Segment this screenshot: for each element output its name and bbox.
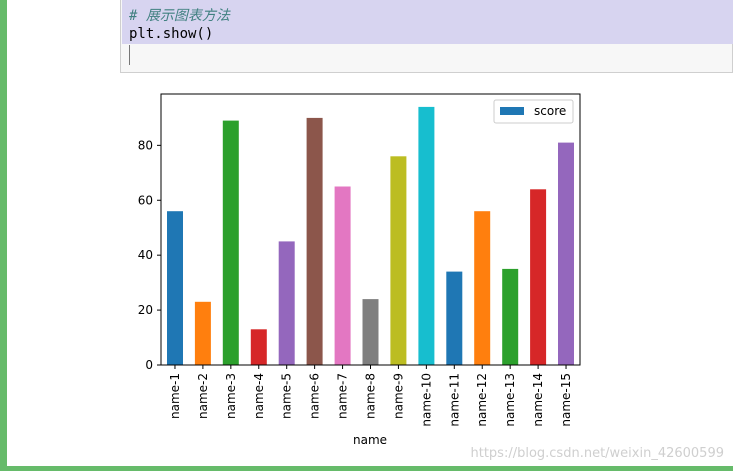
code-comment[interactable]: # 展示图表方法 bbox=[129, 8, 230, 24]
code-statement[interactable]: plt.show() bbox=[129, 26, 214, 42]
x-tick-label-name-10: name-10 bbox=[419, 373, 433, 427]
y-tick-label: 20 bbox=[138, 303, 153, 317]
bar-name-4 bbox=[250, 329, 267, 365]
selected-code-highlight bbox=[122, 0, 733, 44]
bar-name-11 bbox=[446, 271, 463, 365]
bar-name-6 bbox=[306, 117, 323, 366]
x-tick-label-name-1: name-1 bbox=[168, 373, 182, 419]
y-tick-label: 0 bbox=[145, 358, 153, 372]
bar-name-2 bbox=[194, 301, 211, 365]
x-tick-label-name-13: name-13 bbox=[503, 373, 517, 427]
y-tick-label: 40 bbox=[138, 248, 153, 262]
x-tick-label-name-14: name-14 bbox=[531, 373, 545, 427]
bar-name-3 bbox=[222, 120, 239, 365]
code-cell[interactable]: # 展示图表方法 plt.show() bbox=[120, 0, 733, 73]
x-tick-label-name-8: name-8 bbox=[364, 373, 378, 419]
bar-name-8 bbox=[362, 299, 379, 365]
legend-swatch bbox=[500, 107, 524, 115]
cell-bottom-border bbox=[0, 466, 733, 471]
x-tick-label-name-2: name-2 bbox=[196, 373, 210, 419]
bar-name-7 bbox=[334, 186, 351, 365]
y-tick-label: 60 bbox=[138, 193, 153, 207]
y-tick-label: 80 bbox=[138, 138, 153, 152]
bar-name-1 bbox=[167, 211, 183, 365]
bar-name-5 bbox=[278, 241, 295, 365]
x-tick-label-name-6: name-6 bbox=[308, 373, 322, 419]
cell-selected-indicator bbox=[0, 0, 7, 471]
x-tick-label-name-9: name-9 bbox=[391, 373, 405, 419]
bar-name-15 bbox=[558, 142, 574, 365]
legend: score bbox=[493, 99, 574, 124]
text-cursor bbox=[129, 45, 130, 65]
x-tick-label-name-7: name-7 bbox=[336, 373, 350, 419]
x-tick-label-name-12: name-12 bbox=[475, 373, 489, 427]
x-axis-label: name bbox=[353, 433, 387, 447]
bar-name-10 bbox=[418, 106, 435, 366]
x-tick-label-name-5: name-5 bbox=[280, 373, 294, 419]
bar-name-9 bbox=[390, 156, 407, 365]
bar-name-12 bbox=[474, 211, 491, 365]
x-tick-label-name-15: name-15 bbox=[559, 373, 573, 427]
bar-name-13 bbox=[502, 268, 519, 365]
legend-label: score bbox=[534, 104, 566, 118]
x-tick-label-name-11: name-11 bbox=[447, 373, 461, 427]
bar-name-14 bbox=[530, 189, 547, 365]
x-tick-label-name-3: name-3 bbox=[224, 373, 238, 419]
watermark: https://blog.csdn.net/weixin_42600599 bbox=[470, 446, 724, 461]
x-tick-label-name-4: name-4 bbox=[252, 373, 266, 419]
